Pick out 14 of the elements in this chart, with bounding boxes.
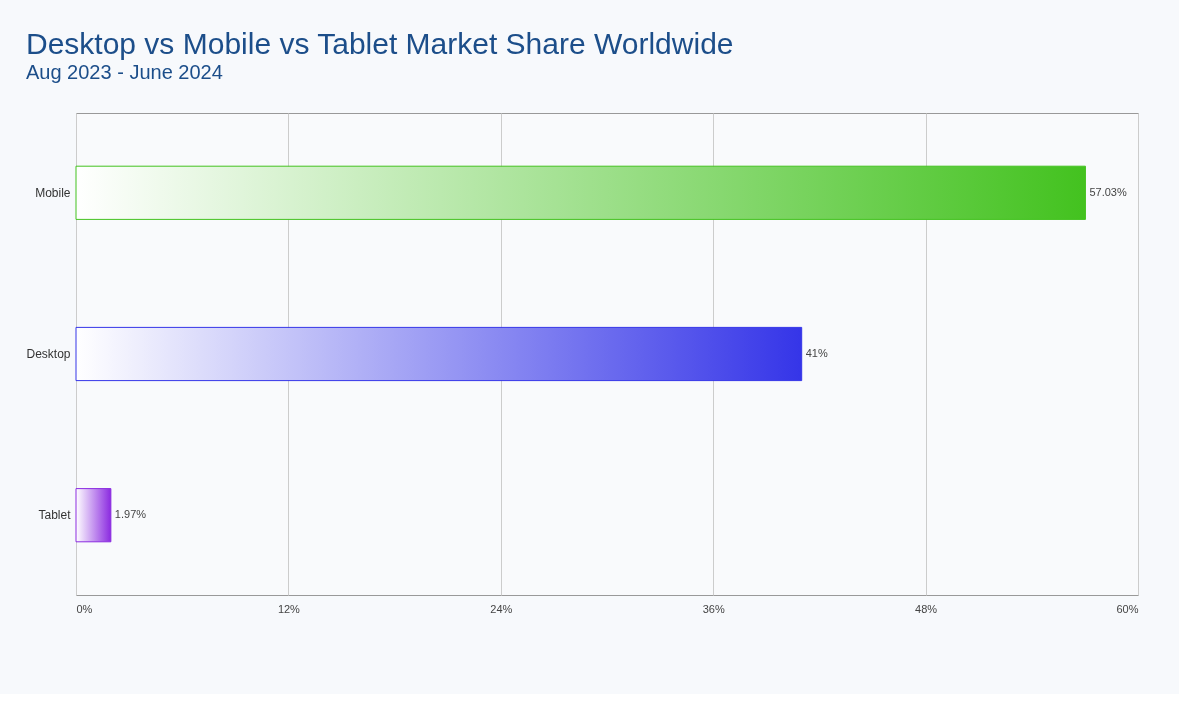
y-tick-label: Tablet	[38, 508, 72, 523]
x-tick-label: 60%	[1116, 602, 1139, 615]
y-tick-label: Mobile	[35, 185, 71, 200]
y-tick-label: Desktop	[26, 347, 71, 361]
x-tick-label: 36%	[702, 602, 725, 615]
x-tick-label: 12%	[277, 602, 301, 615]
x-tick-label: 0%	[76, 602, 93, 615]
data-label: 41%	[805, 347, 828, 359]
x-tick-label: 48%	[915, 602, 938, 615]
data-label: 57.03%	[1089, 185, 1127, 198]
chart-subtitle: Aug 2023 - June 2024	[25, 61, 223, 83]
data-label: 1.97%	[114, 508, 147, 521]
x-tick-label: 24%	[490, 602, 513, 615]
chart-title: Desktop vs Mobile vs Tablet Market Share Worldwide	[25, 27, 734, 60]
